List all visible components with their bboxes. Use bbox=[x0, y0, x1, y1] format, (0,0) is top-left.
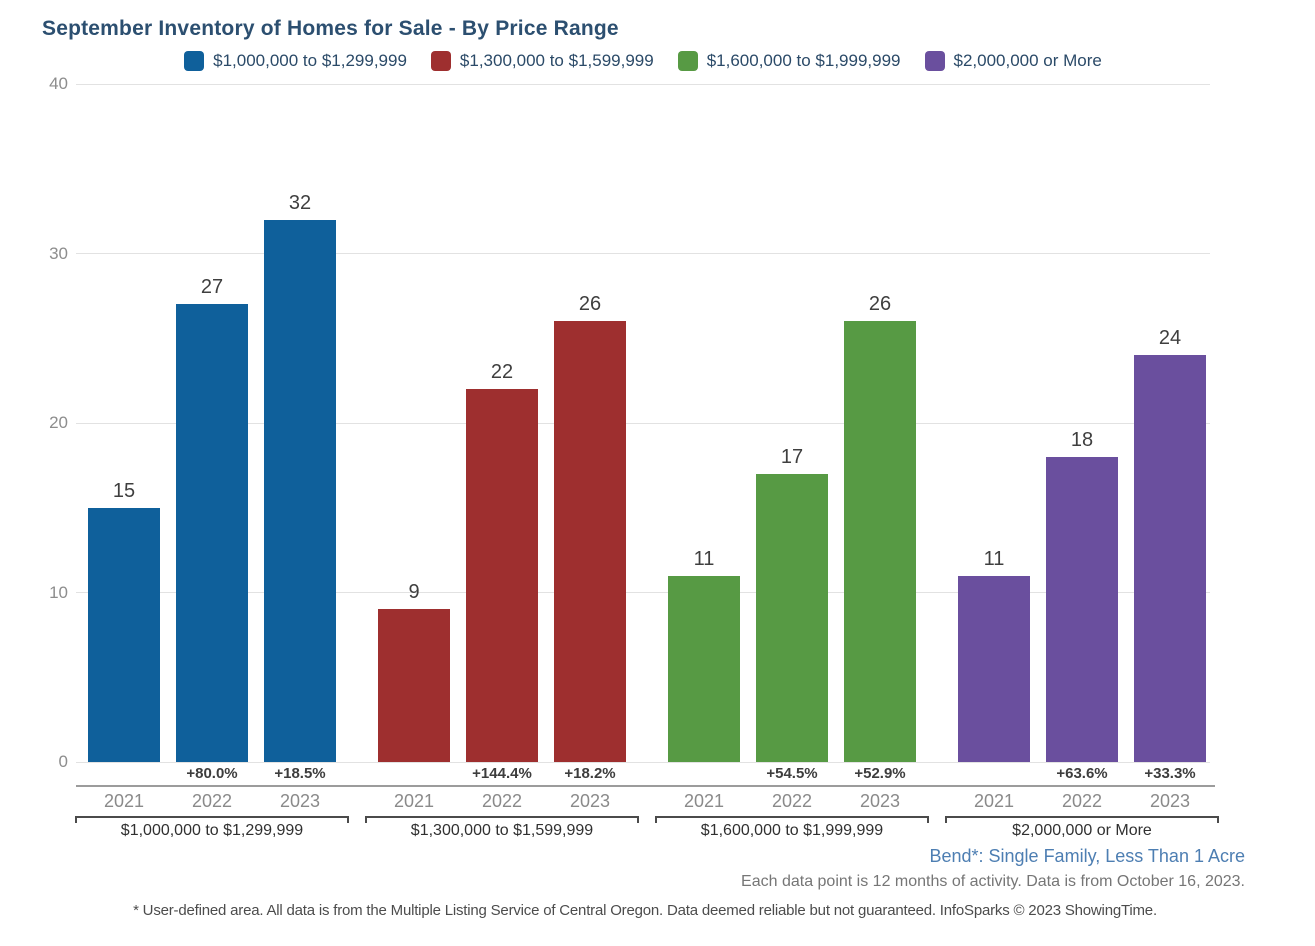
bar-value-label: 26 bbox=[868, 293, 892, 315]
bar-value-label: 26 bbox=[578, 293, 602, 315]
group-bracket bbox=[655, 816, 929, 823]
pct-change-label: +63.6% bbox=[1056, 765, 1108, 782]
y-axis-tick-label: 30 bbox=[49, 243, 68, 263]
gridline-y30 bbox=[76, 253, 1210, 254]
legend-swatch-icon bbox=[924, 51, 945, 71]
legend-item-label: $1,600,000 to $1,999,999 bbox=[706, 51, 901, 70]
bar-2022-group3[interactable] bbox=[756, 474, 828, 762]
x-axis-year-label: 2022 bbox=[481, 791, 523, 811]
group-price-range-label: $1,300,000 to $1,599,999 bbox=[410, 822, 594, 839]
pct-change-label: +80.0% bbox=[186, 765, 238, 782]
bar-2021-group1[interactable] bbox=[88, 508, 160, 762]
group-price-range-label: $2,000,000 or More bbox=[1012, 822, 1152, 839]
bar-value-label: 18 bbox=[1070, 429, 1094, 451]
group-price-range-label: $1,600,000 to $1,999,999 bbox=[700, 822, 884, 839]
pct-change-label: +18.2% bbox=[564, 765, 616, 782]
x-axis-year-label: 2021 bbox=[973, 791, 1015, 811]
group-bracket bbox=[75, 816, 349, 823]
bar-2023-group2[interactable] bbox=[554, 321, 626, 762]
bar-2022-group2[interactable] bbox=[466, 389, 538, 762]
gridline-y40 bbox=[76, 83, 1210, 85]
y-axis-tick-label: 40 bbox=[49, 74, 68, 93]
x-axis-year-label: 2022 bbox=[191, 791, 233, 811]
footer-area-note: Bend*: Single Family, Less Than 1 Acre bbox=[929, 846, 1245, 866]
chart-legend: $1,000,000 to $1,299,999 $1,300,000 to $1… bbox=[76, 50, 1210, 72]
bar-value-label: 17 bbox=[780, 446, 804, 468]
pct-change-label: +54.5% bbox=[766, 765, 818, 782]
footer-disclaimer: * User-defined area. All data is from th… bbox=[133, 902, 1157, 919]
legend-item-4[interactable]: $2,000,000 or More bbox=[924, 51, 1102, 71]
bar-2021-group4[interactable] bbox=[958, 576, 1030, 762]
x-axis-year-label: 2022 bbox=[1061, 791, 1103, 811]
pct-change-label: +18.5% bbox=[274, 765, 326, 782]
legend-swatch-icon bbox=[184, 51, 205, 71]
pct-change-label: +144.4% bbox=[472, 765, 532, 782]
legend-item-2[interactable]: $1,300,000 to $1,599,999 bbox=[430, 51, 654, 71]
legend-item-label: $2,000,000 or More bbox=[953, 51, 1102, 70]
y-axis-tick-label: 0 bbox=[58, 752, 68, 771]
pct-change-label: +52.9% bbox=[854, 765, 906, 782]
bar-value-label: 32 bbox=[288, 192, 312, 214]
bar-2023-group1[interactable] bbox=[264, 220, 336, 762]
x-axis-year-label: 2023 bbox=[1149, 791, 1191, 811]
x-axis-year-label: 2023 bbox=[859, 791, 901, 811]
x-axis-year-label: 2021 bbox=[393, 791, 435, 811]
bar-value-label: 9 bbox=[408, 581, 420, 603]
group-bracket bbox=[365, 816, 639, 823]
bar-value-label: 15 bbox=[112, 480, 136, 502]
gridline-y0 bbox=[76, 761, 1210, 763]
legend-item-label: $1,000,000 to $1,299,999 bbox=[213, 51, 407, 70]
bar-2021-group3[interactable] bbox=[668, 576, 740, 762]
legend-swatch-icon bbox=[677, 51, 698, 71]
gridline-y10 bbox=[76, 592, 1210, 593]
bar-value-label: 11 bbox=[693, 548, 715, 570]
bar-value-label: 24 bbox=[1158, 327, 1182, 349]
x-axis-year-label: 2023 bbox=[279, 791, 321, 811]
bar-value-label: 11 bbox=[983, 548, 1005, 570]
bar-value-label: 27 bbox=[200, 276, 224, 298]
bar-2021-group2[interactable] bbox=[378, 609, 450, 762]
legend-item-label: $1,300,000 to $1,599,999 bbox=[459, 51, 654, 70]
pct-row-separator bbox=[76, 785, 1215, 787]
legend-item-3[interactable]: $1,600,000 to $1,999,999 bbox=[677, 51, 901, 71]
group-price-range-label: $1,000,000 to $1,299,999 bbox=[120, 822, 304, 839]
bar-value-label: 22 bbox=[490, 361, 514, 383]
y-axis-tick-label: 20 bbox=[49, 413, 68, 432]
bar-2023-group3[interactable] bbox=[844, 321, 916, 762]
x-axis-year-label: 2022 bbox=[771, 791, 813, 811]
pct-change-label: +33.3% bbox=[1144, 765, 1196, 782]
bar-2023-group4[interactable] bbox=[1134, 355, 1206, 762]
footer-data-note: Each data point is 12 months of activity… bbox=[741, 873, 1245, 890]
x-axis-year-label: 2021 bbox=[683, 791, 725, 811]
x-axis-year-label: 2023 bbox=[569, 791, 611, 811]
bar-2022-group1[interactable] bbox=[176, 304, 248, 762]
legend-swatch-icon bbox=[430, 51, 451, 71]
x-axis-year-label: 2021 bbox=[103, 791, 145, 811]
y-axis-tick-label: 10 bbox=[49, 582, 68, 602]
group-bracket bbox=[945, 816, 1219, 823]
legend-item-1[interactable]: $1,000,000 to $1,299,999 bbox=[184, 51, 407, 71]
chart-title: September Inventory of Homes for Sale - … bbox=[42, 17, 619, 40]
gridline-y20 bbox=[76, 422, 1210, 424]
bar-2022-group4[interactable] bbox=[1046, 457, 1118, 762]
